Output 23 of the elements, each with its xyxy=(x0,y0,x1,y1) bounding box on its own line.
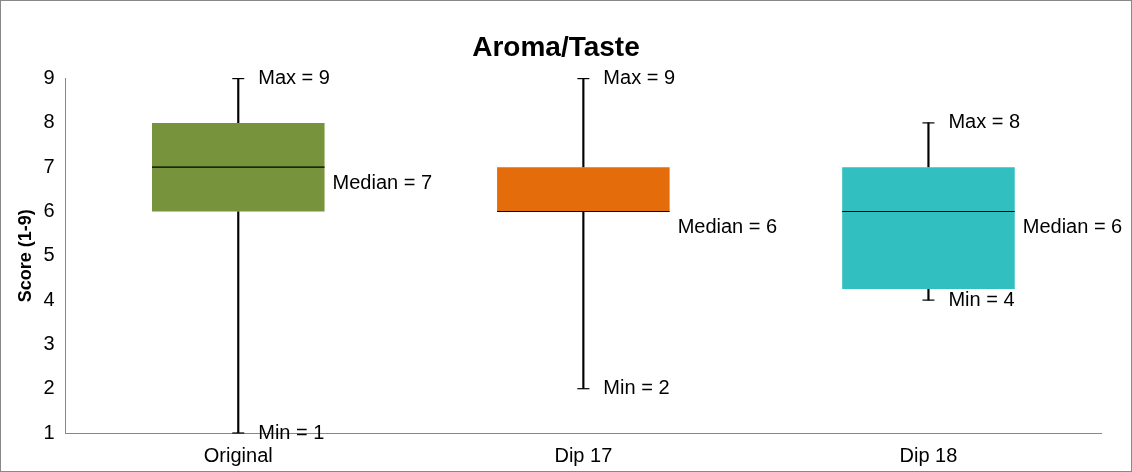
y-tick-label: 2 xyxy=(43,376,55,399)
annotation: Median = 6 xyxy=(677,215,778,238)
y-tick-label: 1 xyxy=(43,420,55,443)
x-tick-label: Dip 18 xyxy=(899,443,958,466)
y-tick-label: 4 xyxy=(43,287,55,310)
x-tick-label: Dip 17 xyxy=(554,443,613,466)
y-axis-title: Score (1-9) xyxy=(14,209,35,303)
y-tick-label: 7 xyxy=(43,154,55,177)
y-tick-label: 9 xyxy=(43,66,55,89)
annotation: Min = 4 xyxy=(948,287,1015,310)
annotation: Median = 6 xyxy=(1022,215,1123,238)
y-tick-label: 8 xyxy=(43,110,55,133)
annotation: Min = 2 xyxy=(603,376,670,399)
x-tick-label: Original xyxy=(203,443,273,466)
annotation: Max = 9 xyxy=(258,66,330,89)
annotation: Max = 8 xyxy=(948,110,1021,133)
y-tick-label: 6 xyxy=(43,199,55,222)
annotation: Min = 1 xyxy=(258,420,325,443)
y-tick-label: 5 xyxy=(43,243,55,266)
annotation: Max = 9 xyxy=(603,66,676,89)
y-tick-label: 3 xyxy=(43,331,55,354)
chart-title: Aroma/Taste xyxy=(472,30,640,62)
annotation: Median = 7 xyxy=(332,170,433,193)
